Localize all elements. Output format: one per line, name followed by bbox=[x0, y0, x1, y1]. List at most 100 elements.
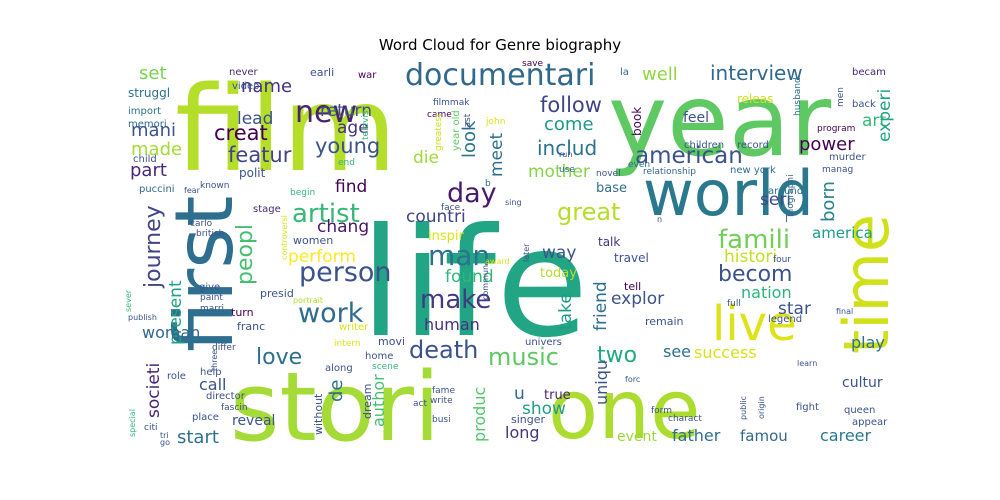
word-follow: follow bbox=[540, 93, 602, 117]
word-found: found bbox=[445, 267, 494, 287]
word-sever: sever bbox=[124, 289, 133, 312]
word-interview: interview bbox=[710, 61, 803, 85]
word-event: event bbox=[617, 429, 657, 445]
word-mother: mother bbox=[528, 162, 590, 182]
word-nation: nation bbox=[741, 283, 792, 302]
word-write: write bbox=[430, 396, 453, 406]
word-die: die bbox=[413, 148, 439, 168]
word-creat: creat bbox=[214, 121, 268, 145]
word-singer: singer bbox=[511, 413, 546, 426]
word-even: even bbox=[628, 160, 650, 170]
word-carlo: carlo bbox=[190, 219, 213, 229]
word-start: start bbox=[177, 427, 219, 448]
word-first: first bbox=[158, 196, 251, 352]
word-new-york: new york bbox=[730, 165, 776, 176]
word-return: return bbox=[320, 101, 372, 121]
word-age: age bbox=[337, 118, 369, 138]
word-book: book bbox=[630, 107, 644, 136]
word-show: show bbox=[522, 399, 566, 419]
word-publish: publish bbox=[128, 313, 157, 322]
word-woman: woman bbox=[142, 323, 200, 342]
word-earli: earli bbox=[310, 66, 334, 79]
word-full: full bbox=[727, 299, 741, 309]
word-produc: produc bbox=[470, 387, 489, 442]
word-releas: releas bbox=[737, 92, 773, 106]
word-film: film bbox=[175, 60, 397, 198]
word-music: music bbox=[488, 343, 559, 371]
word-part: part bbox=[130, 160, 167, 181]
word-charact: charact bbox=[668, 414, 702, 424]
word-perform: perform bbox=[288, 247, 356, 267]
word-make: make bbox=[420, 285, 491, 315]
word-look: look bbox=[459, 120, 480, 158]
word-british: british bbox=[196, 229, 224, 239]
word-stori: stori bbox=[230, 353, 440, 463]
word-uniqu: uniqu bbox=[592, 360, 611, 405]
word-set: set bbox=[139, 63, 167, 84]
word-friend: friend bbox=[591, 281, 611, 331]
word-great: great bbox=[557, 198, 620, 226]
word-love: love bbox=[256, 345, 302, 370]
word-b: b bbox=[485, 179, 491, 189]
word-life: life bbox=[360, 197, 588, 371]
word-play: play bbox=[851, 333, 885, 352]
word-relationship: relationship bbox=[643, 167, 696, 177]
word-role: role bbox=[167, 371, 186, 382]
word-see: see bbox=[663, 342, 691, 361]
word-fight: fight bbox=[796, 402, 819, 413]
word-peopl: peopl bbox=[233, 224, 258, 285]
word-learn: learn bbox=[797, 359, 817, 368]
word-intern: intern bbox=[334, 339, 361, 349]
word-queen: queen bbox=[844, 405, 875, 416]
word-author: author bbox=[369, 374, 388, 427]
word-work: work bbox=[298, 298, 364, 329]
word-journey: journey bbox=[141, 205, 166, 289]
word-year-old: year old bbox=[451, 110, 462, 151]
word-artist: artist bbox=[292, 199, 360, 229]
word-true: true bbox=[544, 388, 571, 403]
word-lead: lead bbox=[237, 109, 273, 129]
word-fascin: fascin bbox=[221, 403, 248, 413]
word-citi: citi bbox=[144, 423, 157, 433]
word-go: go bbox=[160, 438, 170, 447]
word-societi: societi bbox=[144, 363, 164, 418]
word-save: save bbox=[522, 59, 544, 69]
word-well: well bbox=[642, 64, 678, 85]
word-polit: polit bbox=[239, 166, 266, 180]
word-turn: turn bbox=[231, 306, 254, 319]
word-success: success bbox=[694, 343, 757, 362]
word-today: today bbox=[540, 266, 577, 281]
word-american: american bbox=[635, 143, 743, 169]
word-sing: sing bbox=[505, 198, 522, 207]
word-talk: talk bbox=[598, 235, 620, 249]
word-includ: includ bbox=[537, 136, 597, 160]
word-four: four bbox=[773, 255, 791, 265]
word-differ: differ bbox=[212, 343, 236, 353]
word-death: death bbox=[409, 336, 478, 364]
word-becom: becom bbox=[718, 262, 793, 287]
word-end: end bbox=[338, 158, 355, 168]
word-husband: husband bbox=[793, 77, 803, 116]
word-biographi: biographi bbox=[786, 174, 796, 217]
word-new: new bbox=[295, 95, 357, 130]
word-war: war bbox=[358, 70, 377, 81]
word-legend: legend bbox=[768, 314, 802, 325]
word-marri: marri bbox=[200, 304, 224, 314]
word-back: back bbox=[852, 99, 876, 110]
word-histori: histori bbox=[724, 247, 777, 267]
word-art: art bbox=[862, 111, 886, 131]
word-children: children bbox=[684, 140, 724, 151]
word-manag: manag bbox=[822, 165, 853, 175]
word-franc: franc bbox=[237, 320, 265, 333]
word-filmmak: filmmak bbox=[433, 98, 470, 108]
word-time: time bbox=[830, 214, 903, 354]
word-person: person bbox=[299, 257, 392, 288]
word-father: father bbox=[672, 426, 721, 445]
word-n: n bbox=[657, 215, 662, 224]
word-base: base bbox=[596, 181, 627, 196]
word-way: way bbox=[542, 243, 576, 263]
word-portrait: portrait bbox=[293, 296, 323, 305]
word-l: l bbox=[785, 214, 788, 225]
word-year: year bbox=[608, 62, 832, 179]
word-america: america bbox=[812, 224, 873, 242]
